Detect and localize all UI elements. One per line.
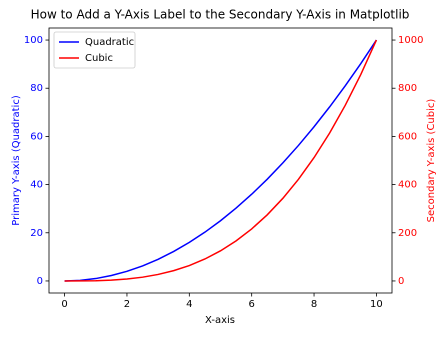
x-tick-label: 10 [370,299,383,310]
x-tick-label: 2 [124,299,130,310]
y-axis-label: Primary Y-axis (Quadratic) [11,95,22,226]
y2-tick-label: 400 [398,180,417,191]
y2-tick-label: 600 [398,131,417,142]
x-tick-label: 8 [311,299,317,310]
chart-title: How to Add a Y-Axis Label to the Seconda… [31,8,410,22]
y-tick-label: 80 [30,83,43,94]
y-tick-label: 40 [30,180,43,191]
y-tick-label: 0 [37,276,43,287]
y-tick-label: 100 [24,35,43,46]
y2-tick-label: 1000 [398,35,423,46]
y2-tick-label: 800 [398,83,417,94]
legend-label: Cubic [85,53,113,64]
y2-tick-label: 0 [398,276,404,287]
x-tick-label: 6 [248,299,254,310]
x-tick-label: 4 [186,299,192,310]
plot-frame [48,27,393,294]
x-axis-label: X-axis [205,315,235,326]
legend-box [53,31,136,69]
y2-tick-label: 200 [398,228,417,239]
y-tick-label: 20 [30,228,43,239]
x-tick-label: 0 [61,299,67,310]
y-tick-label: 60 [30,131,43,142]
legend-label: Quadratic [85,37,134,48]
y2-axis-label: Secondary Y-axis (Cubic) [426,99,437,223]
line-series [64,39,378,282]
line-series [64,39,378,282]
